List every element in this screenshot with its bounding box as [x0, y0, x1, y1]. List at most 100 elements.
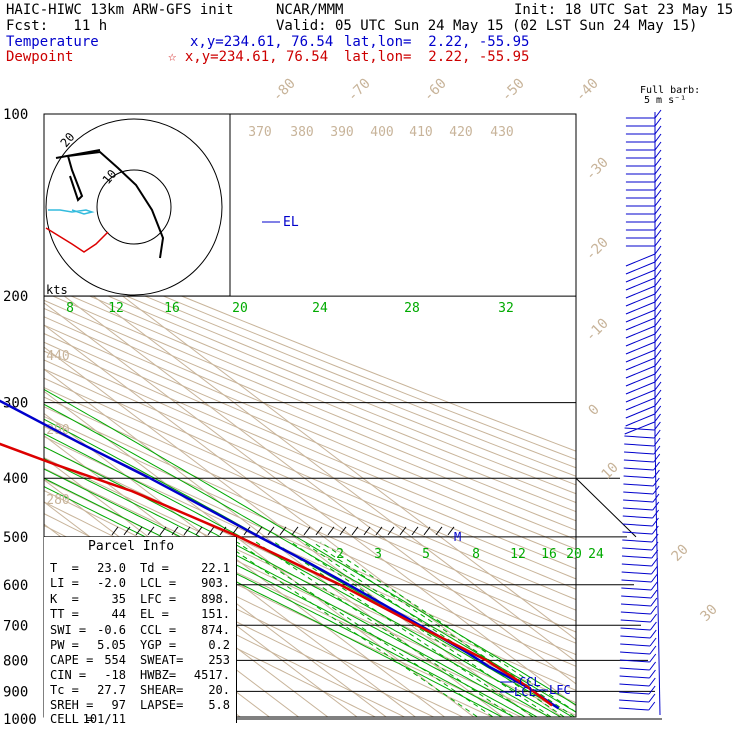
- isotherm-line: [44, 457, 388, 717]
- diagram-body: [44, 235, 576, 717]
- wind-barb: [622, 523, 653, 527]
- wind-barb: [625, 365, 656, 379]
- wind-barb: [623, 459, 654, 463]
- pressure-tick-label: 900: [3, 684, 28, 700]
- hatch-mark: [183, 526, 191, 536]
- wind-barb: [625, 317, 656, 331]
- forecast-hour: Fcst: 11 h: [6, 18, 108, 34]
- parcel-label: CIN =: [50, 668, 87, 682]
- parcel-info-box: [44, 537, 237, 723]
- wind-barb: [622, 531, 653, 535]
- parcel-label: SWI =: [50, 623, 87, 637]
- temperature-latlon: lat,lon= 2.22, -55.95: [344, 34, 530, 50]
- hatch-mark: [111, 526, 119, 536]
- mixing-ratio-label: 28: [404, 301, 420, 316]
- mixing-ratio-label: 12: [108, 301, 124, 316]
- mixing-ratio-line: [222, 541, 479, 717]
- mixing-ratio-label: 2: [336, 547, 344, 562]
- parcel-label: Tc =: [50, 683, 79, 697]
- wind-barb-flag: [649, 637, 657, 647]
- wind-barb: [623, 483, 654, 487]
- wind-barb: [625, 277, 656, 291]
- wind-barb-flag: [649, 629, 657, 639]
- hatch-mark: [303, 526, 311, 536]
- parcel-value: 5.05: [97, 638, 126, 652]
- wind-barb: [618, 707, 649, 711]
- wind-barb: [620, 627, 651, 631]
- parcel-value: 898.: [201, 592, 230, 606]
- wind-barb: [621, 587, 652, 591]
- wind-barb-flag: [654, 285, 662, 295]
- wind-barb: [621, 571, 652, 575]
- isotherm-label: 20: [669, 542, 692, 565]
- parcel-value: -2.0: [97, 576, 126, 590]
- wind-barb-flag: [654, 293, 662, 303]
- parcel-value: 554: [104, 653, 126, 667]
- temperature-xy: x,y=234.61, 76.54: [190, 34, 334, 50]
- wind-barb-flag: [648, 685, 656, 695]
- wind-barb: [620, 635, 651, 639]
- wind-barb-flag: [654, 237, 662, 247]
- barb-staff: [654, 439, 661, 716]
- valid-time: Valid: 05 UTC Sun 24 May 15 (02 LST Sun …: [276, 18, 698, 34]
- mixing-ratio-label: 3: [374, 547, 382, 562]
- isotherm-label: -60: [421, 76, 450, 105]
- theta-label: 400: [370, 125, 393, 140]
- parcel-value: 874.: [201, 623, 230, 637]
- wind-barb: [625, 261, 656, 275]
- wind-barb: [620, 611, 651, 615]
- wind-barb-flag: [654, 245, 662, 255]
- wind-barb: [625, 397, 656, 411]
- hatch-mark: [135, 526, 143, 536]
- hatch-mark: [291, 526, 299, 536]
- wind-barb-flag: [654, 165, 662, 175]
- dewpoint-legend: Dewpoint: [6, 49, 74, 65]
- org-label: NCAR/MMM: [276, 2, 344, 18]
- dewpoint-latlon: lat,lon= 2.22, -55.95: [344, 49, 530, 65]
- isotherm-label: -20: [583, 235, 612, 264]
- parcel-value: 253: [208, 653, 230, 667]
- dry-adiabat-line: [44, 316, 576, 541]
- isotherm-label: -70: [345, 76, 374, 105]
- hatch-mark: [171, 526, 179, 536]
- hodograph-ring-outer: [45, 118, 223, 296]
- pressure-tick-label: 300: [3, 396, 28, 412]
- wind-barb: [619, 667, 650, 671]
- wind-barb-flag: [652, 477, 660, 487]
- wind-barb-flag: [654, 221, 662, 231]
- parcel-label: CELL =: [50, 712, 94, 726]
- wind-barb-flag: [654, 325, 662, 335]
- hodograph-unit-label: kts: [46, 283, 68, 297]
- pressure-tick-label: 700: [3, 618, 28, 634]
- wind-barb: [625, 333, 656, 347]
- parcel-value: 22.1: [201, 561, 230, 575]
- parcel-value: 23.0: [97, 561, 126, 575]
- hatch-mark: [411, 526, 419, 536]
- wind-barb-flag: [653, 469, 660, 479]
- wind-barb-flag: [653, 453, 661, 463]
- pressure-tick-label: 500: [3, 530, 28, 546]
- wind-barb-flag: [650, 621, 657, 631]
- wind-barb-flag: [654, 397, 662, 407]
- moist-adiabat-line: [44, 477, 515, 717]
- parcel-value: -18: [104, 668, 126, 682]
- theta-label: 420: [449, 125, 472, 140]
- wind-barb: [623, 475, 654, 479]
- wind-barb: [625, 413, 655, 427]
- wind-barb-flag: [654, 181, 662, 191]
- wind-barb-flag: [654, 141, 662, 151]
- parcel-value: 35: [111, 592, 126, 606]
- hodograph-upper-trace: [55, 149, 101, 159]
- wind-barb-flag: [651, 565, 658, 575]
- wind-barb: [622, 507, 653, 511]
- wind-barb-flag: [654, 157, 662, 167]
- wind-barb: [619, 659, 650, 663]
- barb-key-title: Full barb:: [640, 85, 701, 96]
- mixing-ratio-label: 16: [164, 301, 180, 316]
- isotherm-line: [44, 280, 576, 685]
- dry-adiabat-line: [44, 333, 576, 560]
- parcel-value: 27.7: [97, 683, 126, 697]
- figure-title: HAIC-HIWC 13km ARW-GFS init: [6, 2, 234, 18]
- isotherm-label: -80: [270, 76, 299, 105]
